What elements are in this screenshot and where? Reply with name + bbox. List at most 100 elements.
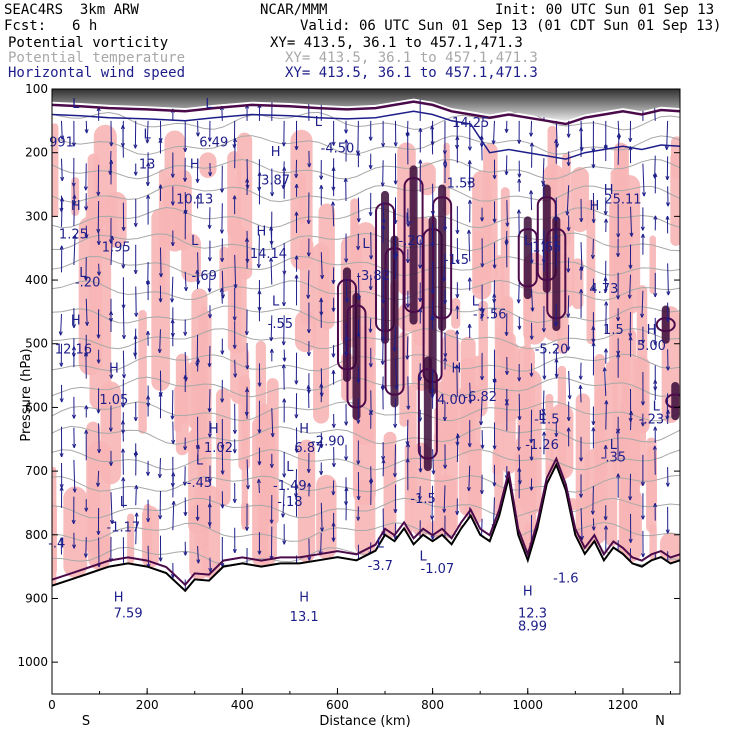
wind-arrowhead: [441, 277, 446, 282]
wind-arrowhead: [492, 378, 497, 383]
wind-arrowhead: [83, 352, 88, 357]
wind-arrowhead: [232, 498, 237, 503]
wind-arrowhead: [392, 347, 397, 352]
wind-arrowhead: [394, 252, 399, 257]
wind-arrowhead: [640, 313, 645, 318]
wind-arrowhead: [480, 444, 485, 449]
terrain-layer: [52, 456, 680, 694]
pv-shading-blob: [297, 439, 316, 563]
wind-arrowhead: [207, 288, 212, 293]
wind-arrowhead: [628, 496, 633, 501]
wind-vector: [258, 479, 260, 494]
wind-arrowhead: [603, 210, 608, 216]
wind-arrowhead: [356, 516, 361, 521]
pv-shading-blob: [52, 466, 57, 586]
wind-vector: [159, 247, 162, 278]
wind-vector: [407, 376, 409, 410]
wind-arrowhead: [294, 183, 299, 189]
wind-arrowhead: [603, 144, 608, 149]
wind-arrowhead: [368, 363, 373, 368]
wind-arrowhead: [245, 485, 251, 490]
wind-arrowhead: [294, 255, 299, 260]
pv-shading-blob: [227, 151, 241, 238]
extremum-value: 1.5: [603, 323, 624, 338]
wind-arrowhead: [381, 142, 386, 148]
wind-arrowhead: [320, 274, 325, 280]
wind-arrowhead: [331, 353, 336, 358]
wind-arrowhead: [232, 316, 237, 321]
wind-arrowhead: [96, 271, 102, 276]
wind-arrowhead: [220, 444, 225, 449]
wind-arrowhead: [183, 511, 188, 516]
wind-arrowhead: [294, 414, 299, 419]
pv-shading-blob: [63, 486, 88, 578]
wind-arrowhead: [491, 140, 496, 145]
wind-vector: [332, 201, 335, 227]
wind-vector: [197, 444, 199, 461]
wind-arrowhead: [158, 139, 163, 144]
wind-arrowhead: [393, 508, 398, 514]
wind-vector: [630, 206, 633, 237]
wind-arrowhead: [60, 176, 65, 182]
wind-arrowhead: [306, 352, 311, 357]
high-marker: H: [523, 584, 533, 599]
wind-arrowhead: [109, 311, 114, 316]
wind-arrowhead: [541, 411, 546, 416]
wind-arrowhead: [158, 557, 163, 562]
wind-arrowhead: [294, 211, 299, 216]
extremum-value: -7.56: [473, 307, 507, 322]
wind-arrowhead: [418, 297, 423, 303]
low-marker: L: [79, 266, 87, 281]
plot-frame: [51, 88, 681, 695]
pv-shading-blob: [492, 448, 501, 476]
wind-arrowhead: [454, 364, 459, 369]
wind-arrowhead: [665, 176, 670, 181]
wind-arrowhead: [85, 321, 90, 326]
wind-arrowhead: [96, 240, 101, 246]
wind-arrowhead: [405, 458, 410, 463]
wind-arrowhead: [270, 192, 275, 197]
wind-arrowhead: [356, 495, 361, 501]
fcst-value: 6 h: [72, 18, 98, 34]
wind-arrowhead: [232, 548, 237, 554]
wind-arrowhead: [616, 252, 621, 258]
theta-contour: [52, 111, 680, 131]
pv-shading-blob: [181, 233, 201, 283]
wind-arrowhead: [183, 286, 188, 292]
wind-vector: [456, 364, 458, 397]
wind-vector: [295, 469, 298, 498]
extremum-value: -3.7: [368, 559, 393, 574]
wind-vector: [592, 239, 594, 259]
wind-arrowhead: [517, 467, 522, 472]
wind-arrowhead: [418, 468, 423, 473]
wind-arrowhead: [158, 298, 163, 303]
wind-arrowhead: [331, 141, 336, 146]
wind-arrowhead: [529, 335, 534, 340]
wind-arrowhead: [381, 219, 386, 224]
wind-arrowhead: [640, 339, 645, 344]
wind-arrowhead: [84, 507, 89, 512]
wind-arrowhead: [431, 470, 436, 475]
wind-vector: [282, 489, 285, 518]
wind-arrowhead: [418, 264, 423, 269]
wind-arrowhead: [110, 235, 115, 240]
wind-arrowhead: [306, 294, 311, 299]
wind-arrowhead: [282, 540, 287, 545]
extremum-value: -2.90: [311, 435, 345, 450]
pv-shading-blob: [138, 310, 147, 434]
wind-arrowhead: [319, 383, 324, 388]
wind-vector: [617, 133, 620, 165]
wind-arrowhead: [195, 516, 200, 521]
extremum-value: 7.59: [114, 607, 143, 622]
wind-arrowhead: [615, 429, 620, 434]
wind-vector: [580, 242, 583, 271]
pv-streak-outline: [655, 317, 676, 332]
wind-arrowhead: [59, 537, 64, 542]
wind-arrowhead: [653, 379, 658, 384]
wind-arrowhead: [566, 427, 571, 432]
wind-arrowhead: [567, 395, 572, 400]
extremum-value: 1.25: [59, 228, 88, 243]
wind-vector: [345, 336, 348, 358]
wind-arrowhead: [479, 490, 484, 495]
wind-arrowhead: [306, 252, 311, 257]
